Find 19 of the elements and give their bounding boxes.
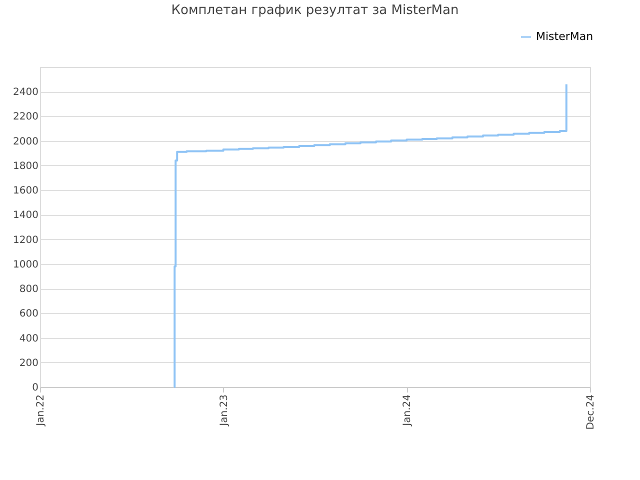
y-tick-label: 400 [19,333,38,344]
x-tick-label: Jan.22 [36,394,46,427]
y-tick-label: 2000 [13,136,38,148]
x-tick-label: Dec.24 [586,394,596,430]
legend-label: MisterMan [536,30,594,43]
y-tick-label: 1200 [13,234,38,246]
y-tick-label: 1600 [13,186,38,197]
y-tick-label: 200 [19,358,38,369]
y-tick-label: 1400 [13,210,38,222]
x-tick-label: Jan.23 [218,394,230,427]
y-tick-label: 2400 [13,87,38,98]
y-tick-label: 1800 [13,160,38,172]
y-tick-label: 800 [19,284,38,296]
y-tick-label: 0 [32,382,38,394]
x-tick-label: Jan.24 [402,394,414,427]
y-tick-label: 1000 [13,259,38,270]
chart-title: Комплетан график резултат за MisterMan [171,3,459,18]
y-tick-label: 600 [19,308,38,320]
y-tick-label: 2200 [13,112,38,123]
